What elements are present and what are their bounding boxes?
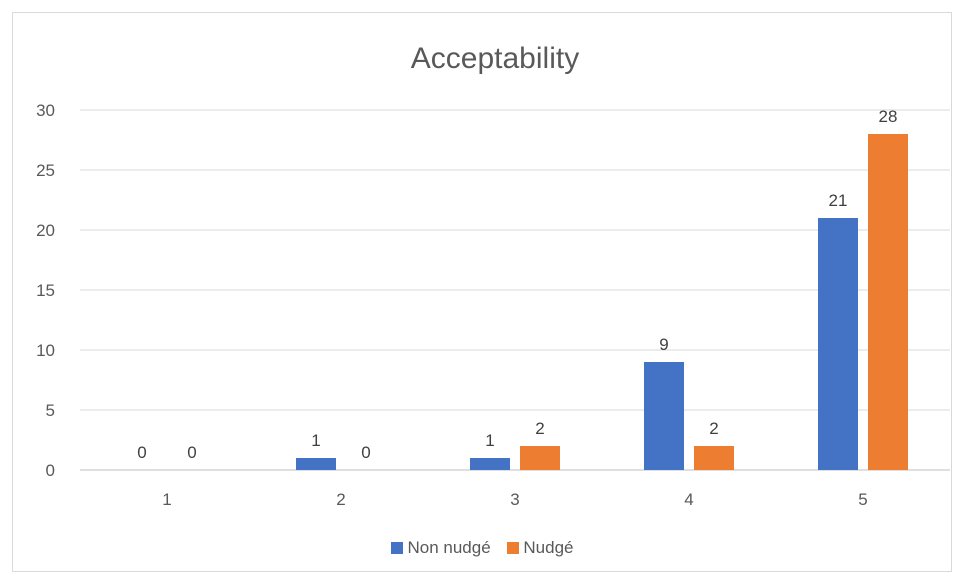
data-label: 21 <box>829 191 848 210</box>
y-tick-label: 30 <box>36 101 55 120</box>
legend-item-series-1: Non nudgé <box>391 538 491 558</box>
legend-label-series-2: Nudgé <box>523 538 574 557</box>
x-tick-label: 4 <box>684 490 693 509</box>
y-tick-label: 20 <box>36 221 55 240</box>
bar-series-1 <box>470 458 510 470</box>
y-axis-ticks: 0 5 10 15 20 25 30 <box>36 101 55 480</box>
data-label: 0 <box>137 443 146 462</box>
data-label: 2 <box>709 419 718 438</box>
data-label: 9 <box>659 335 668 354</box>
data-label: 0 <box>361 443 370 462</box>
bar-series-2 <box>868 134 908 470</box>
bars <box>296 134 908 470</box>
chart-title: Acceptability <box>411 42 579 75</box>
x-tick-label: 3 <box>510 490 519 509</box>
bar-series-1 <box>296 458 336 470</box>
bar-series-1 <box>644 362 684 470</box>
x-axis-ticks: 1 2 3 4 5 <box>162 490 867 509</box>
x-tick-label: 5 <box>858 490 867 509</box>
legend-swatch-series-2 <box>507 542 520 554</box>
x-tick-label: 2 <box>336 490 345 509</box>
bar-series-2 <box>694 446 734 470</box>
y-tick-label: 25 <box>36 161 55 180</box>
data-label: 2 <box>535 419 544 438</box>
y-tick-label: 0 <box>46 461 55 480</box>
data-labels: 0 0 1 0 1 2 9 2 21 28 <box>137 107 897 462</box>
y-tick-label: 10 <box>36 341 55 360</box>
x-tick-label: 1 <box>162 490 171 509</box>
data-label: 1 <box>485 431 494 450</box>
bar-series-1 <box>818 218 858 470</box>
legend-swatch-series-1 <box>391 542 404 554</box>
legend-item-series-2: Nudgé <box>507 538 574 558</box>
y-tick-label: 15 <box>36 281 55 300</box>
chart-legend: Non nudgé Nudgé <box>0 538 965 559</box>
y-tick-label: 5 <box>46 401 55 420</box>
data-label: 1 <box>311 431 320 450</box>
data-label: 0 <box>187 443 196 462</box>
data-label: 28 <box>879 107 898 126</box>
gridlines <box>80 109 950 471</box>
chart-frame <box>12 12 952 572</box>
legend-label-series-1: Non nudgé <box>407 538 491 557</box>
bar-series-2 <box>520 446 560 470</box>
